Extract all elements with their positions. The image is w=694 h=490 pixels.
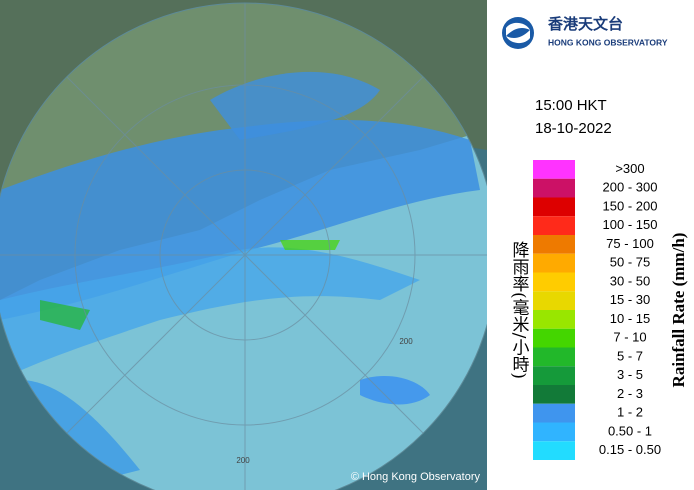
legend-label: >300 <box>615 161 644 176</box>
ring-label: 200 <box>399 337 413 346</box>
legend-swatch <box>533 441 575 460</box>
legend-swatch <box>533 253 575 273</box>
legend-label: 1 - 2 <box>617 405 643 420</box>
legend-swatch <box>533 310 575 329</box>
legend-swatch <box>533 366 575 385</box>
legend-label: 7 - 10 <box>613 330 646 345</box>
copyright: © Hong Kong Observatory <box>351 471 481 483</box>
legend-swatch <box>533 160 575 179</box>
legend-label: 15 - 30 <box>610 292 650 307</box>
legend-label: 10 - 15 <box>610 311 650 326</box>
legend-swatch <box>533 235 575 254</box>
legend-label: 0.50 - 1 <box>608 423 652 438</box>
legend-swatch <box>533 178 575 198</box>
legend-swatch <box>533 291 575 310</box>
legend-swatch <box>533 385 575 404</box>
legend-label: 150 - 200 <box>603 198 658 213</box>
legend-label: 50 - 75 <box>610 255 650 270</box>
logo-en: HONG KONG OBSERVATORY <box>548 37 668 47</box>
time: 15:00 HKT <box>535 97 607 114</box>
legend-label: 3 - 5 <box>617 367 643 382</box>
ring-label: 200 <box>236 456 250 465</box>
legend-swatch <box>533 197 575 217</box>
legend-swatch <box>533 216 575 235</box>
legend-swatch <box>533 422 575 442</box>
logo-zh: 香港天文台 <box>548 15 623 33</box>
legend-label: 30 - 50 <box>610 273 650 288</box>
date: 18-10-2022 <box>535 120 612 137</box>
legend-label: 200 - 300 <box>603 180 658 195</box>
legend-label: 75 - 100 <box>606 236 654 251</box>
radar-map: 200 200 © Hong Kong Observatory <box>0 0 487 490</box>
legend-swatch <box>533 347 575 367</box>
legend-label: 100 - 150 <box>603 217 658 232</box>
legend-swatch <box>533 272 575 292</box>
legend-swatch <box>533 328 575 348</box>
legend: >300 200 - 300 150 - 200 100 - 150 75 - 100 5… <box>533 160 661 460</box>
legend-swatch <box>533 403 575 423</box>
legend-title-zh: 降雨率(毫米/小時) <box>509 241 530 379</box>
legend-label: 0.15 - 0.50 <box>599 442 661 457</box>
legend-label: 2 - 3 <box>617 386 643 401</box>
logo: 香港天文台 HONG KONG OBSERVATORY <box>502 15 668 49</box>
legend-label: 5 - 7 <box>617 348 643 363</box>
legend-title-en: Rainfall Rate (mm/h) <box>669 233 688 388</box>
